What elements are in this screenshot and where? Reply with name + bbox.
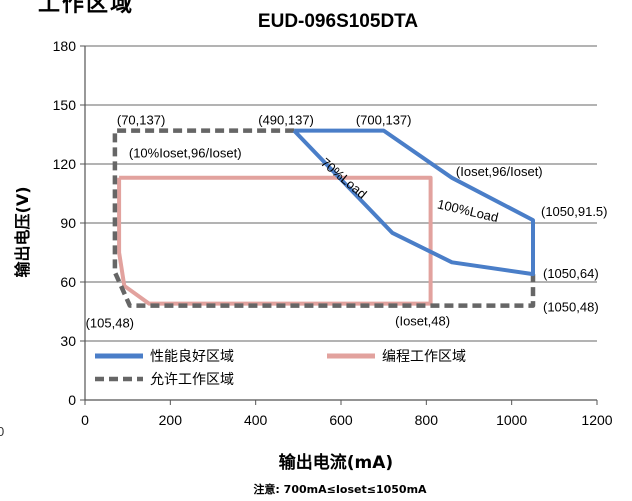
point-annotation: (10%Ioset,96/Ioset) [129,146,242,161]
y-tick-label: 90 [60,215,76,231]
point-annotation: (490,137) [258,113,314,128]
series-line [292,128,535,277]
point-annotation: (Ioset,96/Ioset) [456,164,543,179]
y-axis-label: 输出电压(V) [13,186,32,277]
legend-label: 编程工作区域 [382,349,466,365]
x-tick-label: 0 [81,412,89,428]
series-line [117,175,433,306]
point-annotation: (700,137) [356,113,412,128]
annotations: (70,137) (490,137) (700,137) (10%Ioset,96/I… [86,113,608,331]
x-tick-label: 1200 [581,412,612,428]
chart-note: 注意: 700mA≤Ioset≤1050mA [253,482,427,496]
point-annotation: (70,137) [117,113,165,128]
x-axis-label: 输出电流(mA) [279,452,393,473]
load-label: 100%Load [436,196,500,225]
x-tick-label: 200 [159,412,183,428]
series-group [112,128,536,308]
point-annotation: (1050,48) [543,300,599,315]
point-annotation: (Ioset,48) [395,314,450,329]
point-annotation: (105,48) [86,316,134,331]
grid-lines [85,45,597,342]
legend-label: 性能良好区域 [150,349,234,365]
y-tick-label: 0 [68,392,76,408]
clipped-header-text: 工作区域 [38,0,135,17]
y-tick-label: 150 [53,97,77,113]
point-annotation: (1050,64) [543,266,599,281]
y-tick-label: 60 [60,274,76,290]
x-tick-label: 800 [415,412,439,428]
legend-label: 允许工作区域 [150,372,234,388]
point-annotation: (1050,91.5) [541,204,608,219]
series-line [112,128,536,308]
axes: 0 30 60 90 120 150 180 0 200 400 600 800 1000 1200 [53,38,613,428]
x-tick-label: 1000 [496,412,527,428]
chart-title: EUD-096S105DTA [258,11,418,32]
y-tick-label: 180 [53,38,77,54]
y-tick-label: 120 [53,156,77,172]
stray-tick-label: 0 [0,424,5,439]
y-tick-label: 30 [60,333,76,349]
x-tick-label: 600 [329,412,353,428]
x-tick-label: 400 [244,412,268,428]
